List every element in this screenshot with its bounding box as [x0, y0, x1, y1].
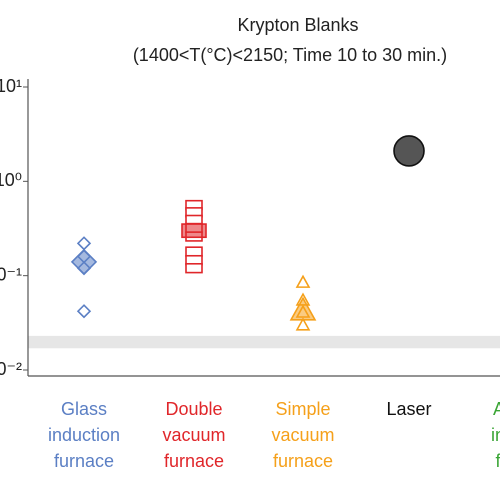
mean-point: [70, 248, 98, 276]
chart-subtitle: (1400<T(°C)<2150; Time 10 to 30 min.): [133, 45, 447, 65]
point: [76, 236, 92, 251]
category-label: All: [493, 399, 500, 419]
mean-point: [393, 135, 425, 167]
category-label: furnace: [164, 451, 224, 471]
category-label: Laser: [386, 399, 431, 419]
category-label: Simple: [275, 399, 330, 419]
point: [295, 274, 311, 288]
category-label: Double: [165, 399, 222, 419]
y-tick-label: 10¹: [0, 76, 22, 96]
point: [185, 262, 203, 274]
category-label: vacuum: [271, 425, 334, 445]
category-label: fu: [495, 451, 500, 471]
mean-point: [181, 223, 207, 239]
point: [76, 304, 92, 319]
category-label: vacuum: [162, 425, 225, 445]
mean-point: [289, 296, 317, 321]
chart-title: Krypton Blanks: [237, 15, 358, 35]
category-label: furnace: [54, 451, 114, 471]
y-tick-label: 10⁻¹: [0, 264, 22, 284]
point: [185, 246, 203, 257]
point: [295, 317, 311, 331]
category-label: furnace: [273, 451, 333, 471]
category-label: induction: [48, 425, 120, 445]
reference-band: [28, 335, 500, 349]
y-tick-label: 10⁰: [0, 170, 22, 190]
category-label: Glass: [61, 399, 107, 419]
y-tick-label: 10⁻²: [0, 359, 22, 379]
category-label: ind: [491, 425, 500, 445]
